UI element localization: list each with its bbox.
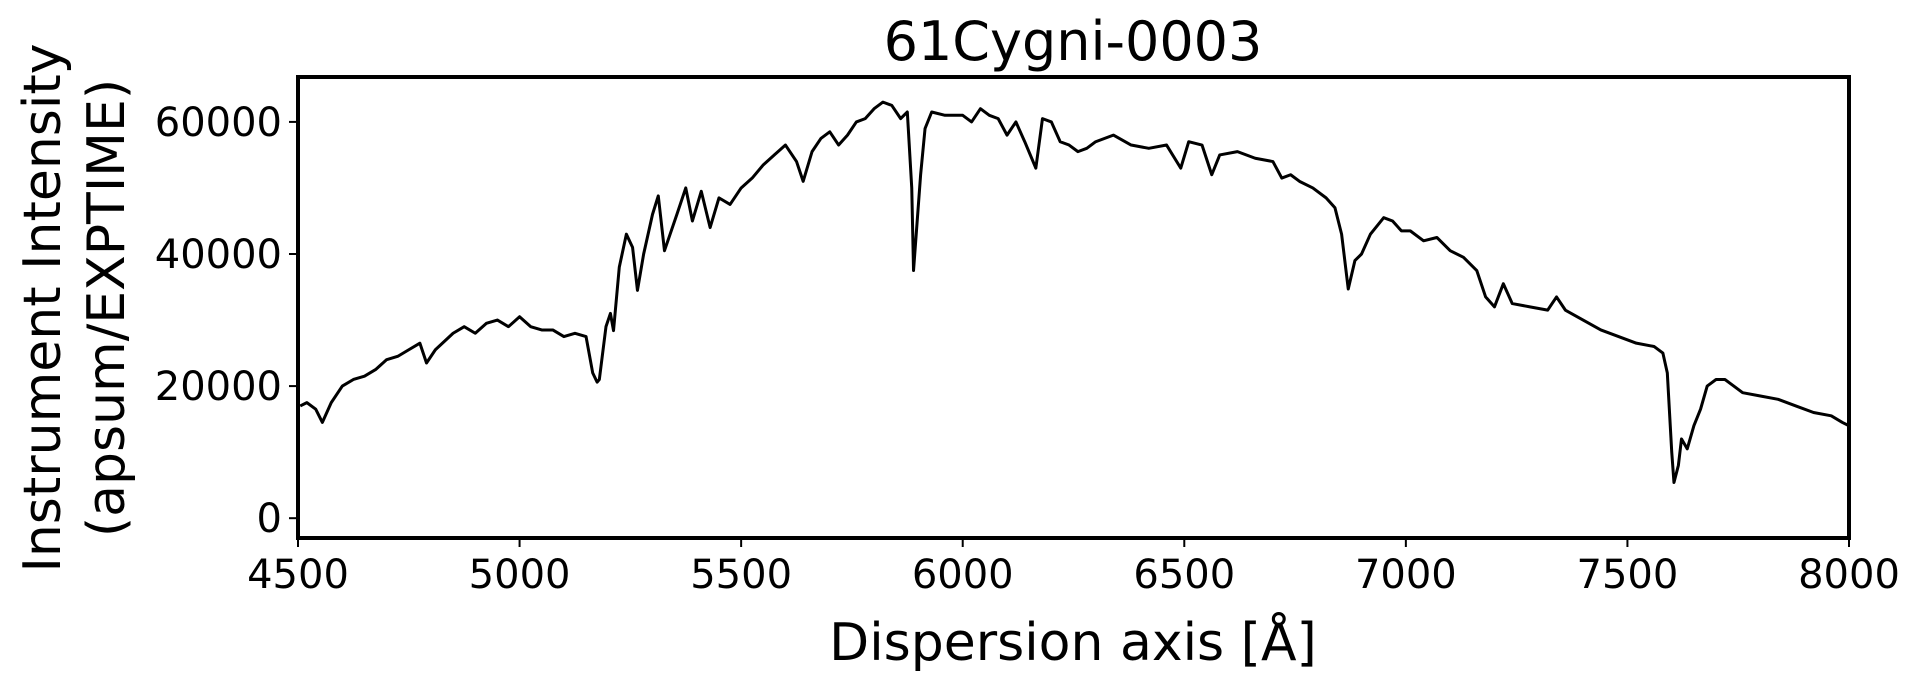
x-tick-label: 5500: [690, 552, 792, 598]
x-tick-label: 6500: [1133, 552, 1235, 598]
y-tick-label: 60000: [155, 100, 282, 146]
x-tick-label: 6000: [912, 552, 1014, 598]
y-tick-label: 40000: [155, 232, 282, 278]
x-tick-label: 4500: [247, 552, 349, 598]
x-tick-label: 8000: [1798, 552, 1900, 598]
x-axis-label: Dispersion axis [Å]: [829, 611, 1317, 673]
x-tick-label: 5000: [469, 552, 571, 598]
x-tick-label: 7500: [1577, 552, 1679, 598]
y-tick-label: 0: [257, 496, 282, 542]
plot-frame: [296, 75, 1851, 540]
y-axis-label: (apsum/EXPTIME): [77, 79, 137, 537]
x-tick-label: 7000: [1355, 552, 1457, 598]
y-axis-label: Instrument Intensity: [13, 44, 73, 573]
y-tick-label: 20000: [155, 364, 282, 410]
spectrum-line: [299, 100, 1850, 485]
chart-title: 61Cygni-0003: [884, 10, 1263, 73]
